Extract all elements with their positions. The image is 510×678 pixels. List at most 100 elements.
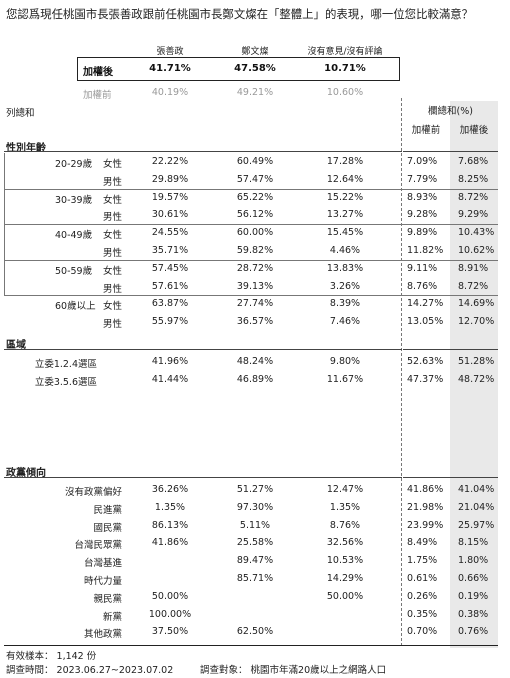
survey-target: 調查對象： 桃園市年滿20歲以上之網路人口	[200, 665, 387, 676]
table-cell: 62.50%	[236, 626, 274, 638]
weighted-column-shading	[450, 101, 498, 648]
sex-label: 女性	[103, 159, 123, 170]
table-cell: 50.00%	[151, 590, 189, 602]
section-rule	[403, 477, 498, 478]
survey-period: 調查時間： 2023.06.27~2023.07.02	[6, 665, 174, 676]
side-header-unweighted: 加權前	[411, 125, 441, 136]
table-cell: 32.56%	[326, 537, 364, 549]
side-cell-weighted: 0.19%	[458, 590, 489, 602]
party-label: 台灣基進	[83, 558, 122, 570]
group-rule	[4, 295, 498, 297]
section-rule	[403, 349, 498, 350]
side-cell-weighted: 48.72%	[458, 373, 495, 385]
table-cell: 13.83%	[326, 262, 364, 274]
column-divider	[401, 98, 402, 646]
side-cell-unweighted: 21.98%	[407, 501, 444, 513]
table-cell: 17.28%	[326, 156, 364, 167]
age-group-label: 60歲以上	[55, 301, 96, 313]
age-group-label: 30-39歲	[55, 194, 93, 206]
table-cell: 22.22%	[151, 156, 189, 167]
section-party: 政黨傾向	[6, 468, 46, 479]
sex-label: 男性	[103, 283, 123, 295]
table-cell: 41.86%	[151, 537, 189, 549]
weighted-label: 加權後	[83, 67, 113, 78]
side-cell-unweighted: 9.28%	[407, 209, 438, 221]
table-cell: 12.64%	[326, 173, 364, 185]
table-cell: 41.44%	[151, 373, 189, 385]
side-cell-unweighted: 7.09%	[407, 156, 438, 167]
side-header: 欄總和(%)	[428, 106, 473, 117]
side-cell-unweighted: 41.86%	[407, 484, 444, 495]
side-cell-weighted: 10.43%	[458, 227, 495, 239]
table-cell: 59.82%	[236, 245, 274, 256]
side-cell-weighted: 14.69%	[458, 298, 495, 310]
side-cell-unweighted: 8.76%	[407, 280, 438, 292]
table-cell: 60.00%	[236, 227, 274, 239]
unweighted-value-2: 49.21%	[236, 87, 274, 98]
table-cell: 57.47%	[236, 173, 274, 185]
table-bottom-rule	[4, 645, 498, 646]
table-cell: 3.26%	[329, 280, 361, 292]
section-rule	[4, 349, 402, 350]
table-cell: 35.71%	[151, 245, 189, 256]
table-cell: 97.30%	[236, 501, 274, 513]
side-cell-unweighted: 7.79%	[407, 173, 438, 185]
side-cell-weighted: 8.25%	[458, 173, 489, 185]
table-cell: 37.50%	[151, 626, 189, 638]
sample-size: 有效樣本： 1,142 份	[6, 651, 97, 662]
table-cell: 46.89%	[236, 373, 274, 385]
sex-label: 女性	[103, 265, 123, 277]
side-cell-unweighted: 14.27%	[407, 298, 444, 310]
unweighted-label: 加權前	[83, 90, 112, 101]
party-label: 其他政黨	[83, 629, 122, 641]
age-group-label: 50-59歲	[55, 265, 93, 277]
group-bracket	[4, 224, 5, 260]
side-cell-unweighted: 52.63%	[407, 356, 444, 367]
table-cell: 1.35%	[154, 501, 186, 513]
group-bracket	[4, 259, 5, 296]
table-cell: 1.35%	[329, 501, 361, 513]
side-header-weighted: 加權後	[459, 125, 489, 136]
side-cell-unweighted: 8.93%	[407, 191, 438, 203]
party-label: 國民黨	[93, 522, 122, 534]
table-cell: 41.96%	[151, 356, 189, 367]
side-cell-weighted: 7.68%	[458, 156, 489, 167]
unweighted-value-3: 10.60%	[326, 87, 364, 98]
table-cell: 89.47%	[236, 555, 274, 567]
weighted-value-1: 41.71%	[149, 63, 191, 74]
sex-label: 男性	[103, 176, 123, 188]
survey-question: 您認爲現任桃園市長張善政跟前任桃園市長鄭文燦在「整體上」的表現，哪一位您比較滿意…	[6, 7, 474, 21]
table-cell: 65.22%	[236, 191, 274, 203]
side-cell-weighted: 8.72%	[458, 191, 489, 203]
section-rule	[4, 477, 402, 478]
table-cell: 57.45%	[151, 262, 189, 274]
row-total-label: 列總和	[6, 108, 35, 119]
table-cell: 15.45%	[326, 227, 364, 239]
side-cell-weighted: 8.72%	[458, 280, 489, 292]
group-bracket	[4, 153, 5, 189]
side-cell-weighted: 21.04%	[458, 501, 495, 513]
party-label: 新黨	[102, 611, 122, 623]
side-cell-unweighted: 13.05%	[407, 316, 444, 328]
side-cell-unweighted: 0.61%	[407, 573, 438, 584]
side-cell-weighted: 9.29%	[458, 209, 489, 221]
table-cell: 8.39%	[329, 298, 361, 310]
weighted-value-3: 10.71%	[324, 63, 366, 74]
table-cell: 24.55%	[151, 227, 189, 239]
region-label: 立委3.5.6選區	[34, 376, 97, 388]
sex-label: 男性	[103, 248, 123, 259]
column-header-candidate-2: 鄭文燦	[241, 47, 269, 57]
side-cell-unweighted: 1.75%	[407, 555, 438, 567]
table-cell: 4.46%	[329, 245, 361, 256]
table-cell: 12.47%	[326, 484, 364, 495]
side-cell-weighted: 0.76%	[458, 626, 489, 638]
side-cell-unweighted: 0.26%	[407, 590, 438, 602]
table-cell: 28.72%	[236, 262, 274, 274]
section-region: 區域	[6, 340, 26, 351]
side-cell-unweighted: 0.70%	[407, 626, 438, 638]
table-cell: 56.12%	[236, 209, 274, 221]
side-cell-unweighted: 8.49%	[407, 537, 438, 549]
table-cell: 11.67%	[326, 373, 364, 385]
table-cell: 14.29%	[326, 573, 364, 584]
side-cell-weighted: 8.91%	[458, 262, 489, 274]
